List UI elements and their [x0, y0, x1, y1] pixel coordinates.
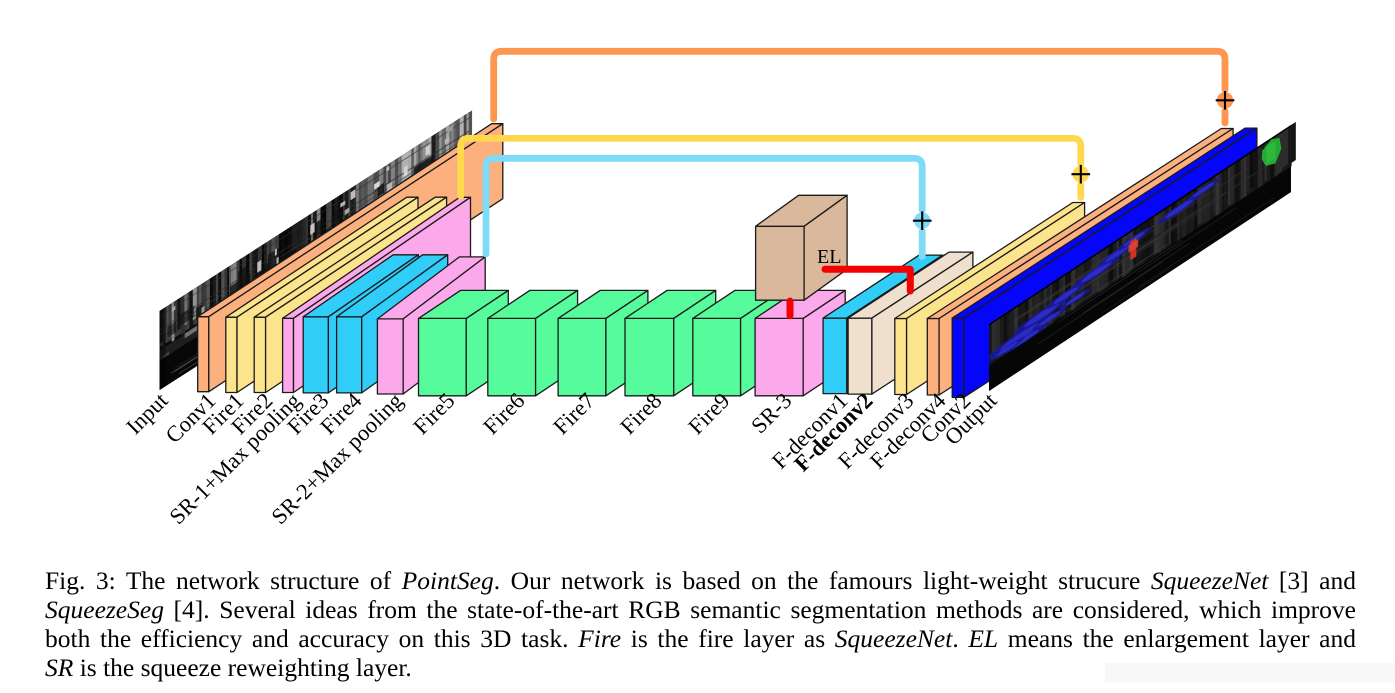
svg-text:EL: EL: [817, 246, 841, 268]
